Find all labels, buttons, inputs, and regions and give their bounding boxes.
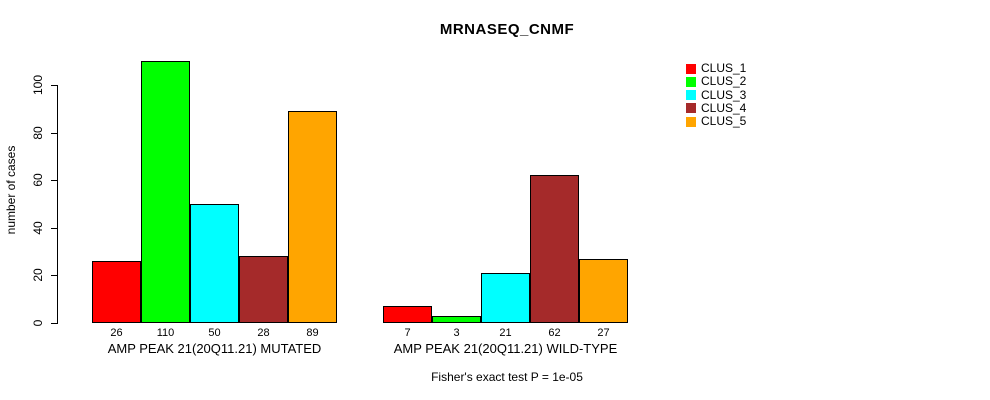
bar-value-label: 89 bbox=[306, 327, 319, 339]
y-tick bbox=[51, 323, 57, 324]
bar-value-label: 21 bbox=[499, 327, 512, 339]
bar-clus_2 bbox=[432, 316, 481, 323]
legend-swatch-icon bbox=[686, 103, 696, 114]
legend-label: CLUS_1 bbox=[701, 61, 747, 75]
bar-value-label: 110 bbox=[156, 327, 175, 339]
y-tick-label: 0 bbox=[31, 319, 45, 327]
bar-clus_3 bbox=[481, 273, 530, 323]
y-axis-title: number of cases bbox=[4, 145, 18, 235]
y-tick-label: 60 bbox=[31, 173, 45, 187]
bar-value-label: 7 bbox=[404, 327, 411, 339]
bar-value-label: 28 bbox=[257, 327, 270, 339]
legend-label: CLUS_2 bbox=[701, 74, 747, 89]
legend-item-clus_5: CLUS_5 bbox=[686, 115, 746, 128]
chart-title: MRNASEQ_CNMF bbox=[439, 21, 575, 38]
legend-label: CLUS_4 bbox=[701, 100, 747, 115]
legend-label: CLUS_3 bbox=[701, 87, 747, 102]
group-label-wild-type: AMP PEAK 21(20Q11.21) WILD-TYPE bbox=[393, 341, 618, 356]
legend-swatch-icon bbox=[686, 116, 696, 127]
legend: CLUS_1 CLUS_2 CLUS_3 CLUS_4 CLUS_5 bbox=[686, 62, 746, 128]
legend-swatch-icon bbox=[686, 63, 696, 74]
bar-value-label: 26 bbox=[110, 327, 123, 339]
y-tick bbox=[51, 275, 57, 277]
y-tick-label: 40 bbox=[31, 221, 45, 235]
fisher-test-note: Fisher's exact test P = 1e-05 bbox=[431, 370, 583, 384]
legend-item-clus_3: CLUS_3 bbox=[686, 87, 747, 102]
bar-clus_2 bbox=[141, 61, 190, 323]
legend-label: CLUS_5 bbox=[701, 114, 747, 129]
bar-value-label: 62 bbox=[548, 327, 561, 339]
group-label-mutated: AMP PEAK 21(20Q11.21) MUTATED bbox=[107, 341, 322, 356]
legend-item-clus_2: CLUS_2 bbox=[686, 75, 746, 88]
legend-item-clus_4: CLUS_4 bbox=[686, 100, 747, 115]
legend-swatch-icon bbox=[686, 90, 696, 101]
bar-value-label: 50 bbox=[208, 327, 221, 339]
y-tick-label: 100 bbox=[31, 74, 45, 96]
bar-value-label: 27 bbox=[597, 327, 610, 339]
legend-swatch-icon bbox=[686, 76, 696, 87]
bar-clus_4 bbox=[239, 256, 288, 323]
bar-clus_1 bbox=[92, 261, 141, 323]
bar-clus_4 bbox=[530, 175, 579, 323]
y-axis-line bbox=[57, 85, 58, 324]
y-tick bbox=[51, 85, 57, 86]
y-tick-label: 80 bbox=[31, 125, 45, 140]
bar-clus_5 bbox=[288, 111, 337, 323]
legend-item-clus_1: CLUS_1 bbox=[686, 62, 746, 75]
bar-value-label: 3 bbox=[453, 327, 460, 339]
bar-clus_5 bbox=[579, 259, 628, 323]
y-tick bbox=[51, 132, 57, 134]
bar-clus_1 bbox=[383, 306, 432, 323]
y-tick bbox=[51, 227, 57, 229]
y-tick-label: 20 bbox=[31, 268, 45, 283]
bar-clus_3 bbox=[190, 204, 239, 323]
y-tick bbox=[51, 180, 57, 182]
